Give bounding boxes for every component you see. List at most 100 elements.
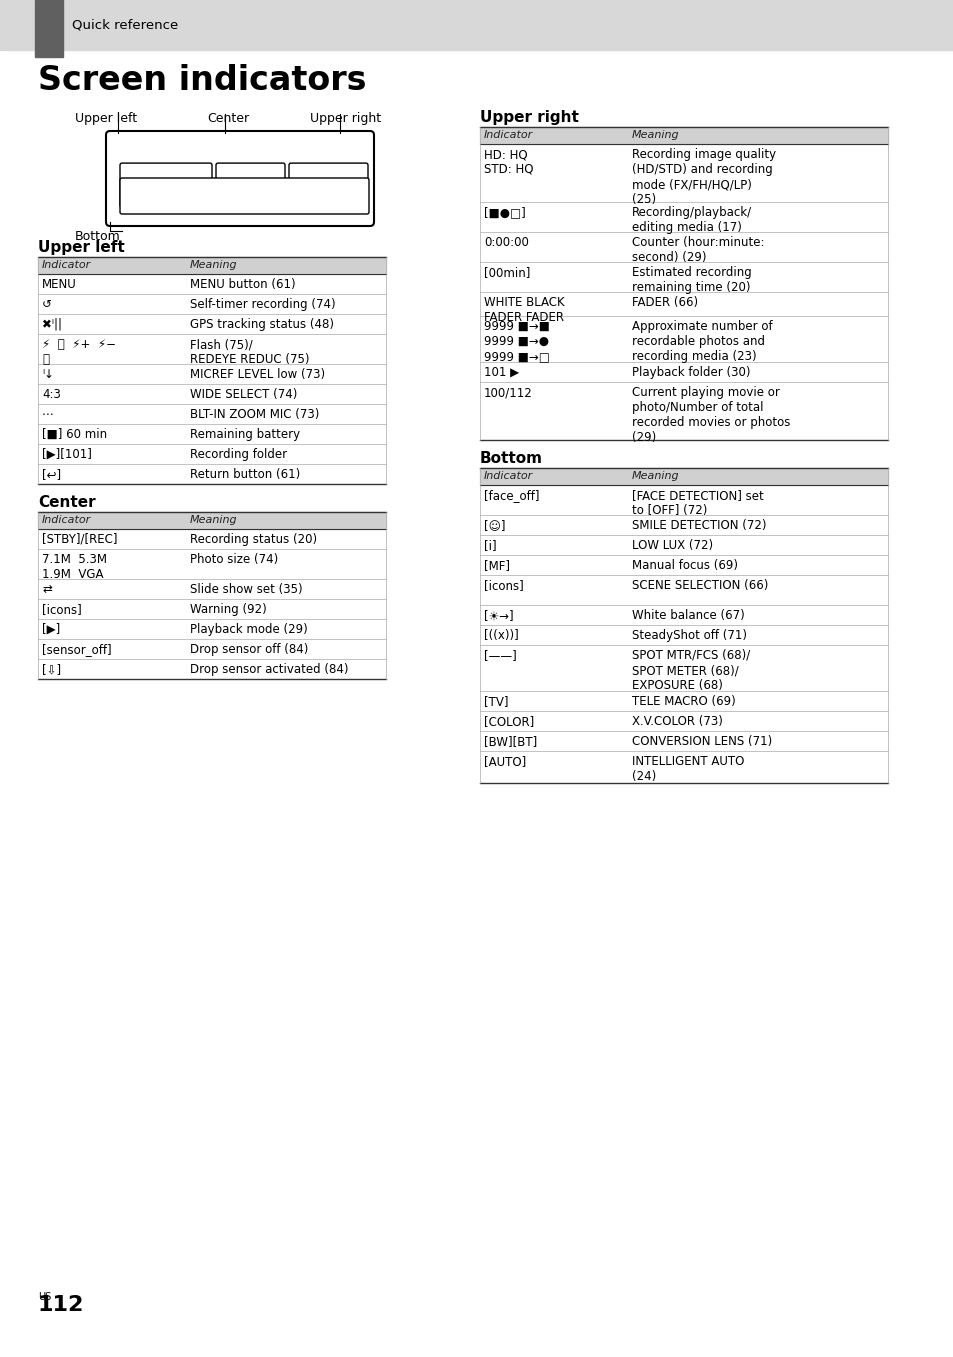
Text: 100/112: 100/112 (483, 385, 532, 399)
Text: LOW LUX (72): LOW LUX (72) (631, 539, 713, 552)
Text: SPOT MTR/FCS (68)/
SPOT METER (68)/
EXPOSURE (68): SPOT MTR/FCS (68)/ SPOT METER (68)/ EXPO… (631, 649, 749, 692)
Text: White balance (67): White balance (67) (631, 609, 744, 622)
Text: 9999 ■→■
9999 ■→●
9999 ■→□: 9999 ■→■ 9999 ■→● 9999 ■→□ (483, 320, 549, 364)
FancyBboxPatch shape (289, 163, 368, 208)
Text: Recording image quality
(HD/STD) and recording
mode (FX/FH/HQ/LP)
(25): Recording image quality (HD/STD) and rec… (631, 148, 776, 206)
Text: Photo size (74): Photo size (74) (190, 554, 278, 566)
Text: [((x))]: [((x))] (483, 630, 518, 642)
Text: FADER (66): FADER (66) (631, 296, 698, 309)
Bar (0, 0, 953, 50)
Text: Upper left: Upper left (38, 240, 125, 255)
Text: [icons]: [icons] (483, 579, 523, 592)
Text: Bottom: Bottom (75, 229, 121, 243)
Text: Self-timer recording (74): Self-timer recording (74) (190, 299, 335, 311)
Text: Screen indicators: Screen indicators (38, 64, 366, 96)
Text: US: US (38, 1292, 51, 1301)
Text: ⋯: ⋯ (42, 408, 53, 421)
Text: [COLOR]: [COLOR] (483, 715, 534, 727)
Text: [☀→]: [☀→] (483, 609, 513, 622)
Text: SMILE DETECTION (72): SMILE DETECTION (72) (631, 518, 765, 532)
Text: 4:3: 4:3 (42, 388, 61, 402)
Text: Meaning: Meaning (190, 516, 237, 525)
Text: Drop sensor activated (84): Drop sensor activated (84) (190, 664, 348, 676)
Text: ⇄: ⇄ (42, 584, 51, 596)
Text: [face_off]: [face_off] (483, 489, 539, 502)
Text: BLT-IN ZOOM MIC (73): BLT-IN ZOOM MIC (73) (190, 408, 319, 421)
Text: [BW][BT]: [BW][BT] (483, 735, 537, 748)
Text: ✖ᴵ||: ✖ᴵ|| (42, 318, 62, 331)
Text: ↺: ↺ (42, 299, 51, 311)
Text: Approximate number of
recordable photos and
recording media (23): Approximate number of recordable photos … (631, 320, 772, 364)
Text: HD: HQ
STD: HQ: HD: HQ STD: HQ (483, 148, 533, 176)
Text: [i]: [i] (483, 539, 497, 552)
Text: Drop sensor off (84): Drop sensor off (84) (190, 643, 308, 655)
Text: [▶][101]: [▶][101] (42, 448, 91, 461)
Text: WIDE SELECT (74): WIDE SELECT (74) (190, 388, 297, 402)
Text: MENU button (61): MENU button (61) (190, 278, 295, 290)
Text: [00min]: [00min] (483, 266, 530, 280)
Text: 101 ▶: 101 ▶ (483, 366, 518, 379)
Text: [MF]: [MF] (483, 559, 510, 573)
Text: Meaning: Meaning (631, 471, 679, 480)
Text: Recording status (20): Recording status (20) (190, 533, 316, 546)
Text: Indicator: Indicator (483, 471, 533, 480)
Text: 7.1M  5.3M
1.9M  VGA: 7.1M 5.3M 1.9M VGA (42, 554, 107, 581)
Text: Center: Center (207, 113, 249, 125)
Text: 112: 112 (38, 1295, 84, 1315)
Text: Flash (75)/
REDEYE REDUC (75): Flash (75)/ REDEYE REDUC (75) (190, 338, 309, 366)
Text: Counter (hour:minute:
second) (29): Counter (hour:minute: second) (29) (631, 236, 763, 265)
Text: MICREF LEVEL low (73): MICREF LEVEL low (73) (190, 368, 325, 381)
Text: SCENE SELECTION (66): SCENE SELECTION (66) (631, 579, 767, 592)
Text: Slide show set (35): Slide show set (35) (190, 584, 302, 596)
Text: 0:00:00: 0:00:00 (483, 236, 528, 248)
Bar (479, 468, 887, 484)
Text: [■] 60 min: [■] 60 min (42, 427, 107, 441)
Text: [STBY]/[REC]: [STBY]/[REC] (42, 533, 117, 546)
Text: CONVERSION LENS (71): CONVERSION LENS (71) (631, 735, 771, 748)
FancyBboxPatch shape (215, 163, 285, 208)
Text: Manual focus (69): Manual focus (69) (631, 559, 738, 573)
Text: Upper right: Upper right (310, 113, 381, 125)
Text: [AUTO]: [AUTO] (483, 754, 526, 768)
Text: [■●□]: [■●□] (483, 206, 525, 218)
Text: Remaining battery: Remaining battery (190, 427, 300, 441)
Text: [icons]: [icons] (42, 603, 82, 616)
Text: Upper right: Upper right (479, 110, 578, 125)
Text: Playback mode (29): Playback mode (29) (190, 623, 308, 636)
Text: Warning (92): Warning (92) (190, 603, 267, 616)
Text: [↩]: [↩] (42, 468, 61, 480)
Text: Quick reference: Quick reference (71, 18, 178, 31)
Text: WHITE BLACK
FADER FADER: WHITE BLACK FADER FADER (483, 296, 564, 324)
FancyBboxPatch shape (120, 178, 369, 214)
Text: ⚡  ⓞ  ⚡+  ⚡−
Ⓡ: ⚡ ⓞ ⚡+ ⚡− Ⓡ (42, 338, 116, 366)
Text: Return button (61): Return button (61) (190, 468, 300, 480)
Bar (38, 512, 386, 529)
Text: ᴵ↓: ᴵ↓ (42, 368, 54, 381)
Text: Estimated recording
remaining time (20): Estimated recording remaining time (20) (631, 266, 751, 294)
Text: Bottom: Bottom (479, 451, 542, 465)
Text: GPS tracking status (48): GPS tracking status (48) (190, 318, 334, 331)
Text: [⇩]: [⇩] (42, 664, 61, 676)
Text: [☺]: [☺] (483, 518, 505, 532)
Bar (479, 128, 887, 144)
Text: [——]: [——] (483, 649, 517, 662)
Text: Center: Center (38, 495, 95, 510)
Bar (35, 0, 63, 57)
Text: X.V.COLOR (73): X.V.COLOR (73) (631, 715, 722, 727)
Bar (38, 256, 386, 274)
Text: TELE MACRO (69): TELE MACRO (69) (631, 695, 735, 708)
Text: SteadyShot off (71): SteadyShot off (71) (631, 630, 746, 642)
FancyBboxPatch shape (120, 163, 212, 208)
Text: Indicator: Indicator (483, 130, 533, 140)
Text: [▶]: [▶] (42, 623, 60, 636)
Text: Recording/playback/
editing media (17): Recording/playback/ editing media (17) (631, 206, 751, 233)
FancyBboxPatch shape (106, 132, 374, 227)
Text: Indicator: Indicator (42, 516, 91, 525)
Text: [FACE DETECTION] set
to [OFF] (72): [FACE DETECTION] set to [OFF] (72) (631, 489, 763, 517)
Text: Recording folder: Recording folder (190, 448, 287, 461)
Text: [TV]: [TV] (483, 695, 508, 708)
Text: Meaning: Meaning (190, 261, 237, 270)
Text: Indicator: Indicator (42, 261, 91, 270)
Text: MENU: MENU (42, 278, 76, 290)
Text: Playback folder (30): Playback folder (30) (631, 366, 750, 379)
